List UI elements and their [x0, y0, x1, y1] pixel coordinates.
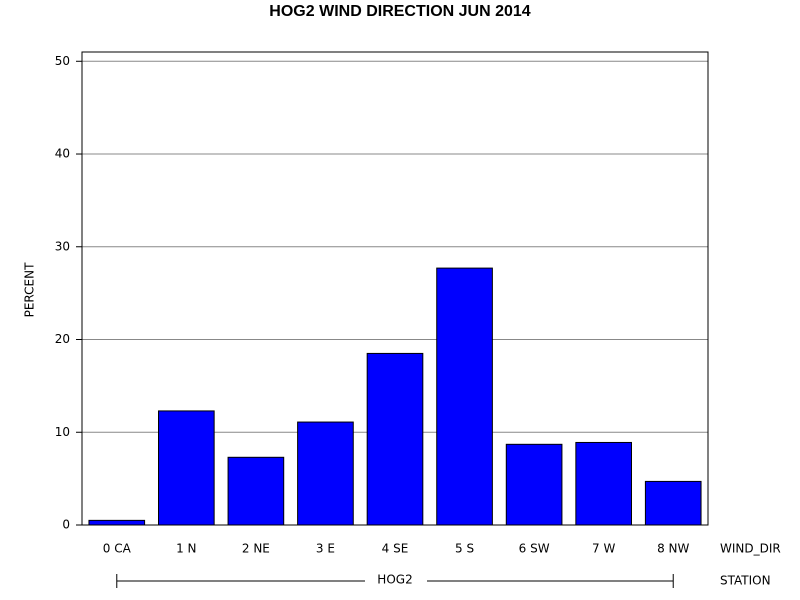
x-tick-label: 5 S [455, 542, 474, 556]
bar [575, 441, 632, 526]
bar [158, 410, 215, 526]
bar [366, 352, 424, 526]
y-tick-label: 30 [55, 239, 70, 253]
x-tick-label: 4 SE [382, 542, 409, 556]
y-tick-label: 50 [55, 54, 70, 68]
x-axis-label: WIND_DIR [720, 542, 781, 556]
bar [297, 421, 354, 526]
chart-title: HOG2 WIND DIRECTION JUN 2014 [269, 3, 530, 20]
x-tick-label: 7 W [592, 542, 615, 556]
group-axis-label: STATION [720, 574, 771, 588]
bar [227, 456, 285, 526]
x-tick-label: 8 NW [657, 542, 689, 556]
bar [644, 480, 702, 526]
x-tick-label: 1 N [176, 542, 196, 556]
y-tick-label: 0 [62, 518, 70, 532]
bar [88, 519, 146, 526]
y-axis-label: PERCENT [23, 262, 37, 317]
y-tick-label: 10 [55, 425, 70, 439]
x-tick-label: 3 E [316, 542, 335, 556]
bar [505, 443, 563, 526]
y-tick-label: 40 [55, 147, 70, 161]
y-tick-label: 20 [55, 332, 70, 346]
x-tick-label: 6 SW [519, 542, 550, 556]
x-tick-label: 0 CA [103, 542, 132, 556]
group-label: HOG2 [377, 573, 412, 587]
plot-frame [81, 51, 709, 526]
bar [436, 267, 493, 526]
x-tick-label: 2 NE [242, 542, 270, 556]
